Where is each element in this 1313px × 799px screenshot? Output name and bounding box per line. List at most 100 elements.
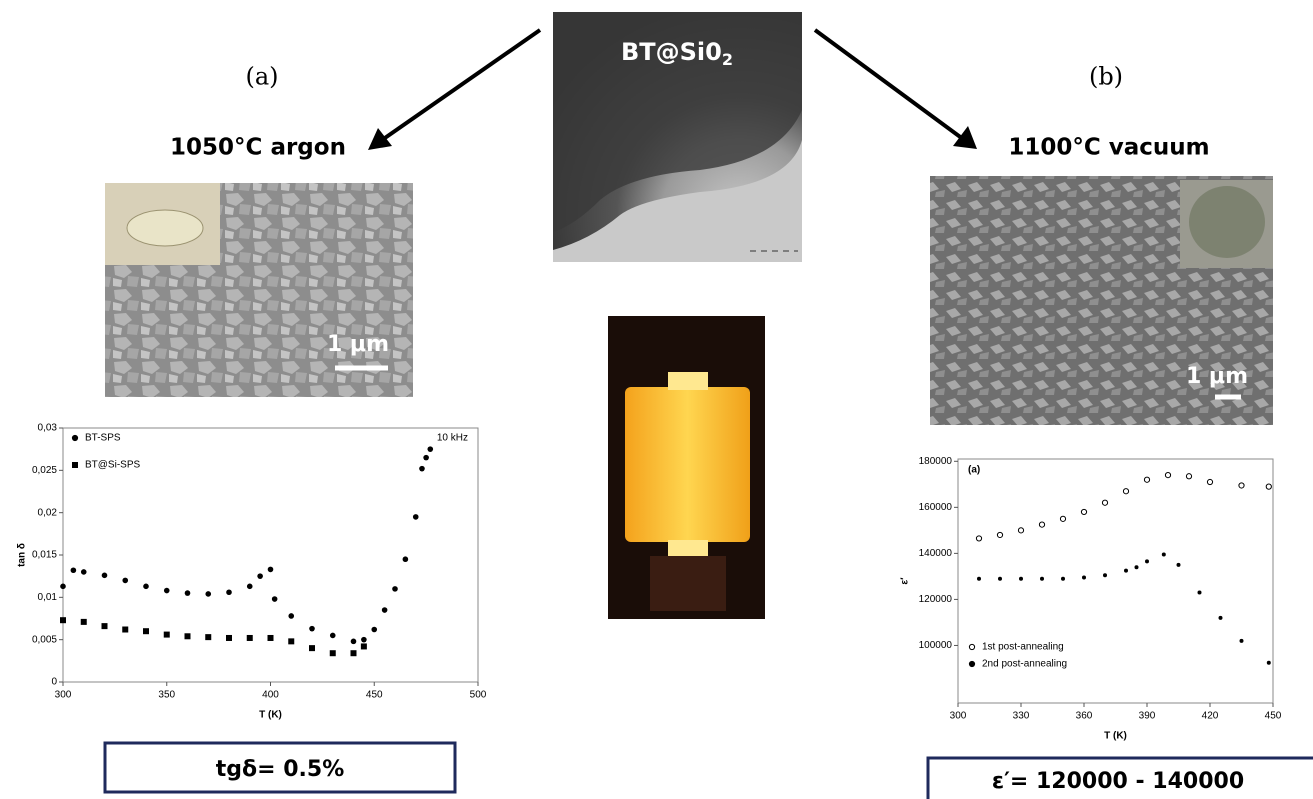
point xyxy=(350,638,357,645)
point xyxy=(361,636,367,643)
point xyxy=(1080,508,1088,516)
point xyxy=(1145,559,1149,564)
point xyxy=(423,454,429,461)
scale-label: 1 μm xyxy=(327,332,389,357)
point xyxy=(70,567,77,574)
point xyxy=(381,607,388,613)
point xyxy=(257,573,263,579)
point xyxy=(1238,482,1245,489)
point xyxy=(246,634,253,641)
plot-frame xyxy=(957,458,1274,704)
result-box xyxy=(103,741,457,794)
point xyxy=(205,634,212,641)
point xyxy=(80,569,87,575)
point xyxy=(226,634,232,641)
point xyxy=(1061,576,1065,581)
point xyxy=(271,596,278,602)
point xyxy=(360,643,367,650)
tem-image xyxy=(553,12,802,262)
point xyxy=(402,556,409,563)
point xyxy=(1206,478,1214,486)
furnace-image xyxy=(608,316,765,619)
x-axis-label: T (K) xyxy=(1104,731,1127,742)
point xyxy=(329,632,336,639)
point xyxy=(80,618,87,625)
x-tick-label: 500 xyxy=(470,690,487,701)
y-tick-label: 0,015 xyxy=(32,550,57,561)
x-tick-label: 450 xyxy=(1265,711,1282,722)
point xyxy=(1185,473,1193,480)
point xyxy=(122,626,129,633)
point xyxy=(143,628,149,635)
y-axis-label: ε′ xyxy=(900,577,911,585)
point xyxy=(1122,488,1130,495)
point xyxy=(163,587,170,594)
point xyxy=(288,638,295,645)
result-label: tgδ= 0.5% xyxy=(216,757,345,782)
point xyxy=(184,633,191,640)
point xyxy=(163,631,170,638)
point xyxy=(60,583,66,590)
point xyxy=(267,566,274,573)
panel-label: (b) xyxy=(1089,63,1123,91)
point xyxy=(1124,568,1128,573)
y-tick-label: 140000 xyxy=(919,548,953,559)
result-label: ε′= 120000 - 140000 xyxy=(992,769,1244,794)
condition: 1050°C argon xyxy=(170,135,346,161)
y-axis-label: tan δ xyxy=(17,543,28,567)
x-tick-label: 330 xyxy=(1013,711,1030,722)
point xyxy=(996,531,1004,539)
legend-marker xyxy=(71,434,79,442)
annotation: (a) xyxy=(968,465,980,476)
center-label: BT@Si02 xyxy=(621,38,733,69)
legend-label: 1st post-annealing xyxy=(982,642,1064,653)
point xyxy=(1176,562,1181,567)
point xyxy=(998,576,1002,581)
x-tick-label: 400 xyxy=(262,690,279,701)
point xyxy=(371,626,378,633)
point xyxy=(309,625,315,632)
point xyxy=(1143,476,1151,483)
scale-label: 1 μm xyxy=(1186,364,1248,389)
point xyxy=(60,617,66,624)
annotation: 10 kHz xyxy=(437,433,468,444)
point xyxy=(309,645,315,652)
point xyxy=(1218,615,1223,620)
point xyxy=(1017,527,1025,534)
point xyxy=(101,572,108,579)
point xyxy=(205,591,212,597)
point xyxy=(1197,590,1202,595)
sem-image xyxy=(105,183,413,397)
point xyxy=(1164,472,1172,479)
point xyxy=(101,623,108,630)
point xyxy=(392,586,398,592)
legend-marker xyxy=(968,660,976,668)
x-tick-label: 350 xyxy=(158,690,175,701)
point xyxy=(1082,575,1086,580)
point xyxy=(226,589,232,596)
condition: 1100°C vacuum xyxy=(1008,135,1209,161)
sem-image xyxy=(930,176,1273,425)
point xyxy=(427,446,434,452)
point xyxy=(122,577,129,584)
point xyxy=(975,535,983,542)
x-tick-label: 420 xyxy=(1202,711,1219,722)
legend-label: 2nd post-annealing xyxy=(982,659,1067,670)
point xyxy=(267,634,274,641)
legend-marker xyxy=(968,643,976,651)
panel-label: (a) xyxy=(245,63,278,91)
point xyxy=(1265,483,1272,490)
point xyxy=(288,613,295,619)
point xyxy=(143,583,149,590)
point xyxy=(1161,552,1166,557)
y-tick-label: 0,02 xyxy=(38,507,58,518)
y-tick-label: 0,005 xyxy=(32,634,57,645)
legend-label: BT-SPS xyxy=(85,433,121,444)
point xyxy=(184,590,191,596)
point xyxy=(977,576,981,581)
x-axis-label: T (K) xyxy=(259,710,282,721)
point xyxy=(246,583,253,590)
y-tick-label: 100000 xyxy=(919,640,953,651)
point xyxy=(1019,576,1023,581)
y-tick-label: 0,03 xyxy=(38,423,58,434)
